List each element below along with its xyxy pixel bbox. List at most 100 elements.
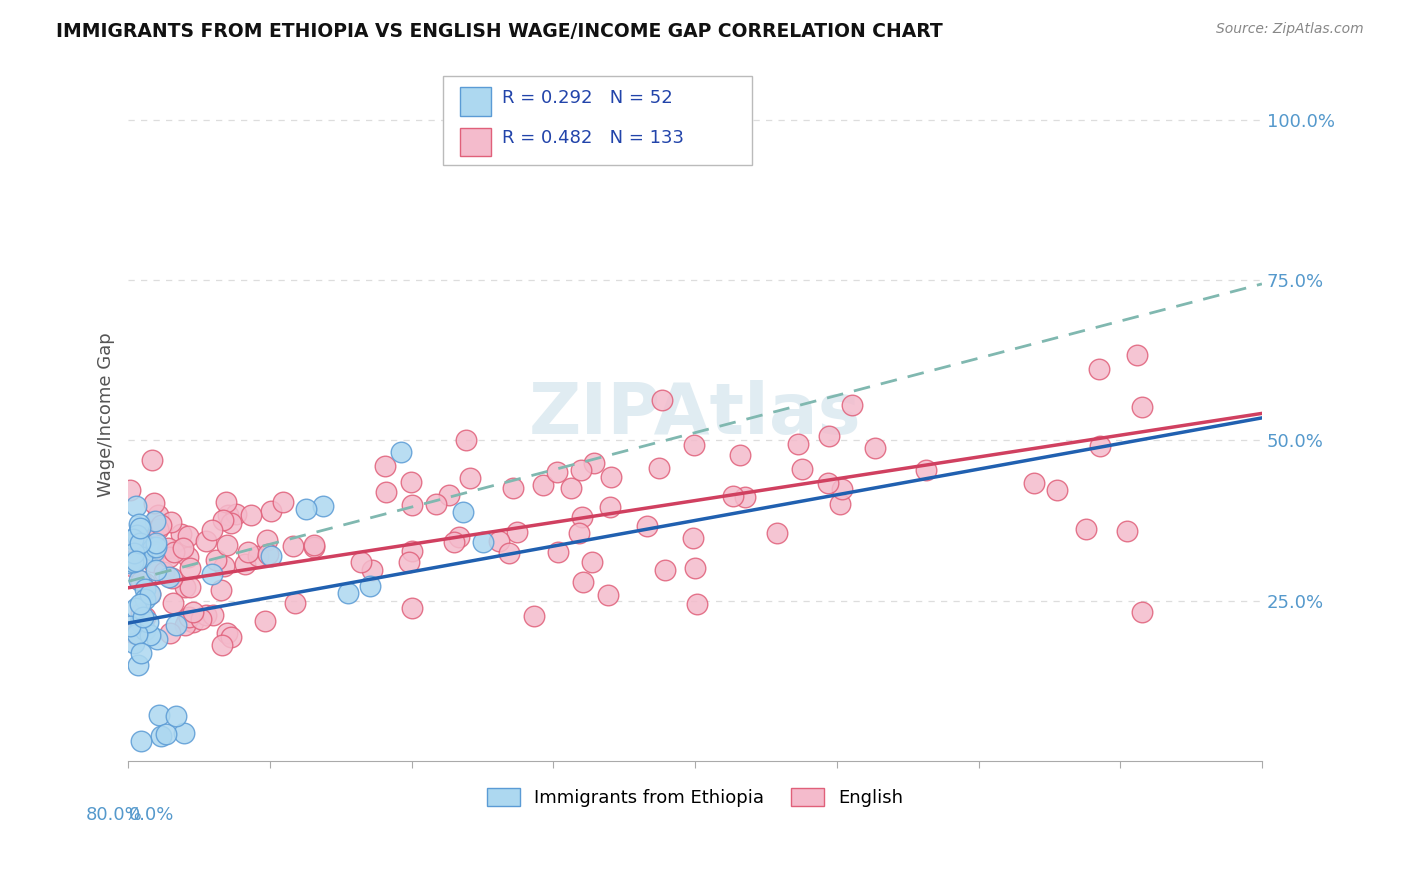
Point <box>502 481 524 495</box>
Point <box>160 515 183 529</box>
Point <box>176 613 198 627</box>
Point <box>233 558 256 572</box>
Point <box>458 471 481 485</box>
Point <box>134 592 156 607</box>
Point <box>374 458 396 473</box>
Point <box>129 614 152 628</box>
Point <box>256 533 278 547</box>
Point <box>304 540 326 554</box>
Point <box>139 628 162 642</box>
Point <box>142 541 165 555</box>
Point <box>134 624 156 638</box>
Point <box>915 463 938 477</box>
Point <box>174 580 197 594</box>
Point <box>129 606 152 620</box>
Point <box>124 543 146 558</box>
Point <box>682 531 704 545</box>
Point <box>145 514 167 528</box>
Point <box>138 587 160 601</box>
Point <box>841 398 863 412</box>
Point <box>522 609 544 624</box>
Point <box>304 538 326 552</box>
Point <box>531 478 554 492</box>
Point <box>165 618 187 632</box>
Point <box>728 449 751 463</box>
Point <box>437 488 460 502</box>
Point <box>863 441 886 455</box>
Point <box>828 497 851 511</box>
Point <box>1130 400 1153 414</box>
Point <box>654 563 676 577</box>
Point <box>173 617 195 632</box>
Point <box>398 555 420 569</box>
Point <box>214 558 236 573</box>
Point <box>125 601 148 615</box>
Point <box>572 574 595 589</box>
Point <box>582 456 605 470</box>
Point <box>211 639 233 653</box>
Point <box>201 567 224 582</box>
Point <box>146 632 169 646</box>
Point <box>547 544 569 558</box>
Text: R = 0.482   N = 133: R = 0.482 N = 133 <box>502 129 683 147</box>
Point <box>149 518 172 533</box>
Point <box>194 533 217 548</box>
Point <box>505 525 527 540</box>
Point <box>163 545 186 559</box>
Point <box>1130 605 1153 619</box>
Point <box>121 559 143 574</box>
Point <box>787 436 810 450</box>
Point <box>219 516 242 531</box>
Point <box>734 490 756 504</box>
Point <box>1088 362 1111 376</box>
Point <box>217 537 239 551</box>
Point <box>129 520 152 534</box>
Point <box>179 580 201 594</box>
Point <box>176 549 198 564</box>
Point <box>131 734 153 748</box>
Point <box>146 522 169 536</box>
Point <box>118 557 141 571</box>
Point <box>1024 475 1046 490</box>
Point <box>166 709 188 723</box>
Point <box>600 470 623 484</box>
Text: IMMIGRANTS FROM ETHIOPIA VS ENGLISH WAGE/INCOME GAP CORRELATION CHART: IMMIGRANTS FROM ETHIOPIA VS ENGLISH WAGE… <box>56 22 943 41</box>
Point <box>155 727 177 741</box>
Point <box>215 625 238 640</box>
Point <box>201 607 224 622</box>
Point <box>142 527 165 541</box>
Point <box>215 494 238 508</box>
Legend: Immigrants from Ethiopia, English: Immigrants from Ethiopia, English <box>479 780 910 814</box>
Point <box>138 587 160 601</box>
Point <box>118 483 141 498</box>
Point <box>246 549 269 563</box>
Point <box>360 564 382 578</box>
Point <box>160 571 183 585</box>
Point <box>817 476 839 491</box>
Point <box>148 708 170 723</box>
Point <box>401 475 423 489</box>
Point <box>449 530 471 544</box>
Point <box>121 555 143 569</box>
Point <box>401 498 423 512</box>
Point <box>401 543 423 558</box>
Point <box>134 610 156 624</box>
Point <box>454 433 477 447</box>
Point <box>142 543 165 558</box>
Point <box>818 429 841 443</box>
Point <box>150 729 173 743</box>
Point <box>1046 483 1069 497</box>
Point <box>211 582 233 597</box>
Point <box>294 501 316 516</box>
Point <box>389 445 412 459</box>
Point <box>145 536 167 550</box>
Point <box>129 597 152 611</box>
Point <box>145 563 167 577</box>
Point <box>125 625 148 640</box>
Y-axis label: Wage/Income Gap: Wage/Income Gap <box>97 333 114 497</box>
Point <box>790 461 813 475</box>
Point <box>560 481 582 495</box>
Point <box>312 499 335 513</box>
Point <box>141 453 163 467</box>
Point <box>122 636 145 650</box>
